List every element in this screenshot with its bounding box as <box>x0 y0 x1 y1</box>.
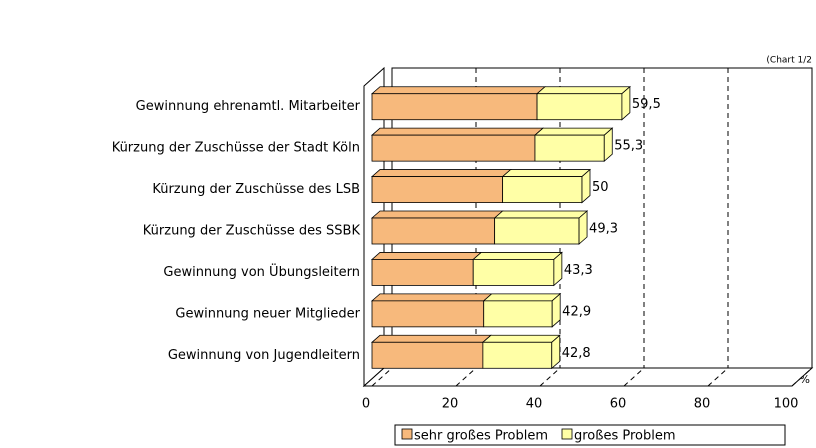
x-tick-label: 20 <box>442 397 459 412</box>
bar-top <box>370 334 492 343</box>
bar-top <box>370 169 512 177</box>
bar-segment <box>371 300 485 328</box>
category-label: Kürzung der Zuschüsse des SSBK <box>143 224 361 239</box>
bar-segment <box>482 341 553 369</box>
x-tick-label: 100 <box>774 397 799 412</box>
bar-side <box>578 210 588 245</box>
bar-segment <box>472 259 555 286</box>
bar-top <box>501 169 592 177</box>
tick-mark <box>455 367 477 387</box>
x-tick-label: 0 <box>362 397 370 412</box>
bar-top <box>370 127 545 136</box>
category-label: Kürzung der Zuschüsse des LSB <box>152 182 360 197</box>
tick-mark <box>707 367 729 387</box>
category-label: Gewinnung von Übungsleitern <box>163 263 360 280</box>
annotation: (Chart 1/2 <box>766 56 812 66</box>
x-tick-label: 60 <box>610 397 627 412</box>
bar-top <box>370 293 493 302</box>
legend-swatch <box>561 428 573 440</box>
bar-top <box>481 334 561 343</box>
bar-segment <box>371 259 474 286</box>
bar-top <box>370 86 547 95</box>
bar-side <box>581 168 591 204</box>
bar-top <box>493 210 589 219</box>
tick-mark <box>791 367 813 387</box>
value-label: 50 <box>592 180 609 195</box>
value-label: 42,9 <box>562 304 591 319</box>
bar-segment <box>371 217 496 245</box>
bar-segment <box>502 176 583 203</box>
bar-segment <box>371 93 538 121</box>
value-label: 59,5 <box>632 97 661 112</box>
bar-segment <box>494 217 580 245</box>
legend-swatch <box>401 428 413 440</box>
tick-mark <box>623 367 645 387</box>
category-label: Gewinnung neuer Mitglieder <box>175 306 360 321</box>
bar-side <box>551 334 561 370</box>
bar-top <box>472 252 563 260</box>
bar-segment <box>371 134 536 162</box>
floor <box>362 367 814 387</box>
bar-top <box>535 86 631 95</box>
x-tick-label: 40 <box>526 397 543 412</box>
tick-mark <box>539 367 561 387</box>
bar-side <box>551 292 561 328</box>
legend-box <box>394 424 786 446</box>
legend-label: großes Problem <box>574 429 676 444</box>
bar-top <box>533 127 614 136</box>
bar-top <box>482 293 562 302</box>
x-tick-label: 80 <box>694 397 711 412</box>
category-label: Kürzung der Zuschüsse der Stadt Köln <box>112 141 360 156</box>
bar-top <box>370 210 504 219</box>
value-label: 55,3 <box>614 139 643 154</box>
bar-segment <box>536 93 623 121</box>
bar-segment <box>534 134 605 162</box>
bar-segment <box>483 300 553 328</box>
legend-label: sehr großes Problem <box>414 429 548 444</box>
x-axis-label: % <box>800 373 810 386</box>
value-label: 43,3 <box>564 263 593 278</box>
bar-segment <box>371 341 484 369</box>
value-label: 49,3 <box>589 222 618 237</box>
bar-side <box>603 127 613 163</box>
value-label: 42,8 <box>562 346 591 361</box>
category-label: Gewinnung ehrenamtl. Mitarbeiter <box>136 99 361 114</box>
bar-side <box>553 251 563 287</box>
category-label: Gewinnung von Jugendleitern <box>168 348 360 363</box>
tick-mark <box>371 367 393 387</box>
bar-side <box>621 85 631 121</box>
bar-segment <box>371 176 504 203</box>
bar-top <box>370 252 483 260</box>
